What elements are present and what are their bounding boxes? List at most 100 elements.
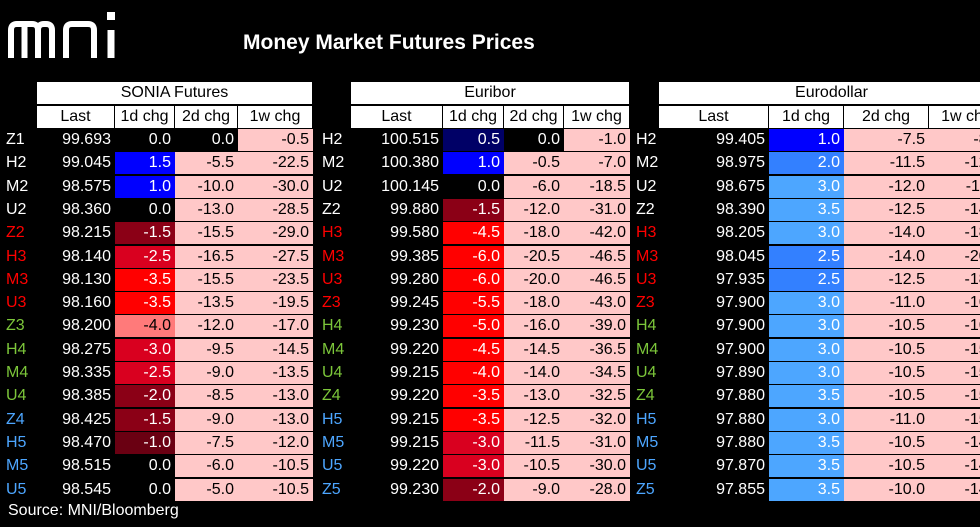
value-d1: 3.0 bbox=[769, 222, 844, 245]
value-d1: 0.0 bbox=[148, 200, 171, 218]
value-last: 99.880 bbox=[390, 200, 439, 218]
value-d1: 2.0 bbox=[769, 152, 844, 175]
value-d2: -11.0 bbox=[844, 408, 929, 431]
value-last: 98.575 bbox=[62, 177, 111, 195]
value-d2: -9.0 bbox=[175, 362, 238, 384]
value-last: 99.385 bbox=[390, 247, 439, 265]
value-w1: -13.0 bbox=[238, 408, 313, 431]
value-w1: -19.5 bbox=[238, 292, 313, 315]
value-last: 98.385 bbox=[62, 387, 111, 405]
column-header: 2d chg bbox=[175, 106, 237, 128]
value-w1: -1.0 bbox=[564, 129, 630, 151]
value-last: 99.280 bbox=[390, 270, 439, 288]
value-d2: -10.5 bbox=[844, 385, 929, 408]
contract-label: U4 bbox=[322, 364, 343, 381]
value-d2: -10.5 bbox=[844, 315, 929, 338]
value-w1: -30.0 bbox=[238, 175, 313, 198]
contract-label: H3 bbox=[6, 247, 27, 265]
contract-label: U2 bbox=[636, 177, 657, 195]
value-d1: -3.5 bbox=[115, 268, 175, 291]
value-d1: 3.5 bbox=[769, 431, 844, 454]
contract-label: Z3 bbox=[6, 317, 25, 335]
value-last: 99.220 bbox=[390, 387, 439, 405]
value-d1: -6.0 bbox=[443, 245, 504, 268]
value-d2: -10.5 bbox=[844, 455, 929, 478]
value-d1: -3.5 bbox=[115, 292, 175, 315]
value-w1: -31.0 bbox=[564, 198, 630, 221]
contract-label: M5 bbox=[636, 433, 659, 451]
value-last: 98.360 bbox=[62, 200, 111, 218]
value-w1: -20.0 bbox=[929, 245, 980, 268]
value-last: 99.220 bbox=[390, 457, 439, 475]
value-w1: -13.5 bbox=[238, 362, 313, 384]
contract-label: U3 bbox=[6, 294, 27, 312]
value-w1: -36.5 bbox=[564, 338, 630, 361]
value-w1: -46.5 bbox=[564, 245, 630, 268]
value-d1: 3.5 bbox=[769, 478, 844, 501]
contract-label: M4 bbox=[322, 340, 345, 358]
panel-header: SONIA Futures bbox=[37, 82, 312, 104]
value-d2: 0.0 bbox=[537, 131, 560, 148]
value-w1: -30.0 bbox=[564, 455, 630, 478]
column-header: Last bbox=[351, 106, 442, 128]
contract-label: M3 bbox=[636, 247, 659, 265]
value-d2: -12.0 bbox=[175, 315, 238, 338]
contract-label: U3 bbox=[636, 270, 657, 288]
contract-label: H3 bbox=[636, 224, 657, 242]
value-w1: -15.0 bbox=[929, 408, 980, 431]
value-last: 99.215 bbox=[390, 364, 439, 381]
value-d2: -12.0 bbox=[504, 198, 564, 221]
value-d1: -4.5 bbox=[443, 222, 504, 245]
value-w1: -23.5 bbox=[238, 268, 313, 291]
value-last: 97.935 bbox=[716, 270, 765, 288]
value-d1: -1.5 bbox=[115, 408, 175, 431]
value-d2: -16.0 bbox=[504, 315, 564, 338]
value-d1: -2.5 bbox=[115, 245, 175, 268]
value-w1: -18.5 bbox=[564, 175, 630, 198]
value-d2: -13.0 bbox=[175, 198, 238, 221]
value-w1: -11.5 bbox=[929, 175, 980, 198]
value-d1: 1.0 bbox=[443, 152, 504, 175]
value-last: 99.230 bbox=[390, 480, 439, 498]
value-d2: -10.5 bbox=[844, 338, 929, 361]
contract-label: H5 bbox=[322, 410, 343, 428]
value-d1: 1.0 bbox=[115, 175, 175, 198]
contract-label: H2 bbox=[636, 131, 657, 148]
value-d2: -10.0 bbox=[175, 175, 238, 198]
value-d2: -0.5 bbox=[504, 152, 564, 175]
value-last: 98.215 bbox=[62, 224, 111, 242]
value-d2: -13.0 bbox=[504, 385, 564, 408]
contract-label: M2 bbox=[636, 154, 659, 172]
value-d1: 3.0 bbox=[769, 292, 844, 315]
value-last: 98.130 bbox=[62, 270, 111, 288]
contract-label: U5 bbox=[6, 480, 27, 498]
value-d1: -3.0 bbox=[443, 455, 504, 478]
value-d2: -11.5 bbox=[844, 152, 929, 175]
contract-label: Z2 bbox=[636, 200, 655, 218]
contract-label: Z5 bbox=[636, 480, 655, 498]
contract-label: H2 bbox=[322, 131, 343, 148]
value-d2: -20.5 bbox=[504, 245, 564, 268]
value-d2: -10.5 bbox=[844, 362, 929, 384]
contract-label: U4 bbox=[6, 387, 27, 405]
value-d1: 3.5 bbox=[769, 198, 844, 221]
value-d2: -13.5 bbox=[175, 292, 238, 315]
contract-label: H5 bbox=[6, 433, 27, 451]
value-d1: -1.5 bbox=[443, 198, 504, 221]
value-last: 99.693 bbox=[62, 131, 111, 148]
value-d2: -10.5 bbox=[504, 455, 564, 478]
value-last: 98.975 bbox=[716, 154, 765, 172]
contract-label: U5 bbox=[322, 457, 343, 475]
value-d1: -6.0 bbox=[443, 268, 504, 291]
value-d1: -5.5 bbox=[443, 292, 504, 315]
value-last: 97.880 bbox=[716, 410, 765, 428]
value-d1: 3.0 bbox=[769, 175, 844, 198]
value-d1: 3.0 bbox=[769, 362, 844, 384]
value-w1: -10.5 bbox=[238, 455, 313, 478]
contract-label: M4 bbox=[6, 364, 29, 381]
value-w1: -22.5 bbox=[238, 152, 313, 175]
value-d1: -4.0 bbox=[115, 315, 175, 338]
value-d2: -20.0 bbox=[504, 268, 564, 291]
value-d2: -9.0 bbox=[175, 408, 238, 431]
